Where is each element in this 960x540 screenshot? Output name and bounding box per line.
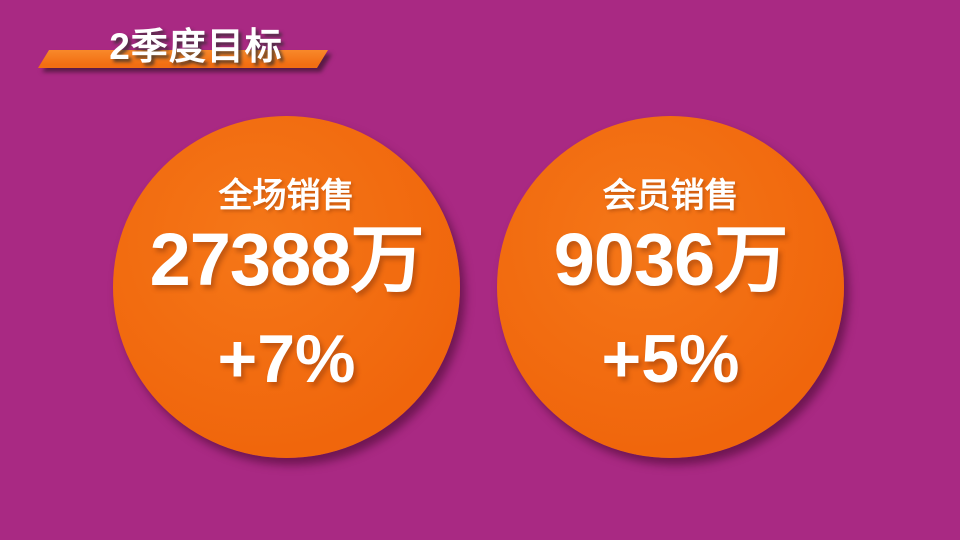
ribbon-shape: [38, 50, 328, 68]
metric-label: 全场销售: [218, 177, 355, 215]
metric-label: 会员销售: [602, 177, 739, 215]
metric-delta: +7%: [217, 321, 356, 397]
metric-circle-total-sales: 全场销售 27388万 +7%: [113, 116, 460, 458]
metric-circle-member-sales: 会员销售 9036万 +5%: [497, 116, 844, 458]
page-title: 2季度目标: [109, 26, 283, 67]
metric-value: 9036万: [553, 218, 789, 301]
metric-delta: +5%: [601, 321, 740, 397]
metric-value: 27388万: [149, 218, 425, 301]
